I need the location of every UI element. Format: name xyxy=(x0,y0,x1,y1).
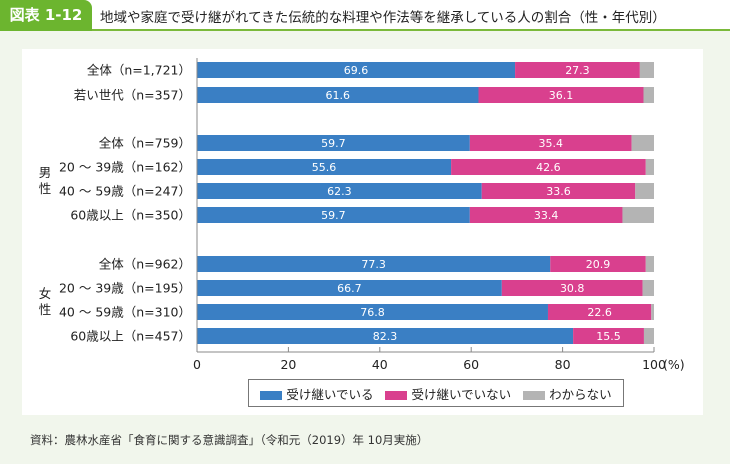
legend-swatch xyxy=(260,390,283,400)
category-label: 全体（n=962） xyxy=(99,257,191,272)
bar-segment xyxy=(197,256,551,272)
bar-segment xyxy=(481,183,636,199)
data-label: 82.3 xyxy=(373,330,398,343)
data-label: 33.6 xyxy=(546,185,571,198)
chart-panel xyxy=(22,49,703,415)
bar-segment xyxy=(197,135,470,151)
bar-segment xyxy=(197,207,470,223)
x-axis-unit: (%) xyxy=(663,357,685,372)
data-label: 77.3 xyxy=(361,258,386,271)
data-label: 42.6 xyxy=(536,161,561,174)
data-label: 27.3 xyxy=(565,64,590,77)
bar-segment xyxy=(642,280,654,296)
data-label: 30.8 xyxy=(560,282,585,295)
legend: 受け継いでいる 受け継いでいない わからない xyxy=(248,379,624,407)
legend-swatch xyxy=(385,390,408,400)
category-label: 全体（n=1,721） xyxy=(87,63,191,78)
data-label: 76.8 xyxy=(360,306,385,319)
category-label: 40 ～ 59歳（n=247） xyxy=(59,184,191,199)
x-tick-label: 80 xyxy=(555,357,571,372)
legend-label: 受け継いでいる xyxy=(286,386,374,402)
bar-segment xyxy=(197,159,452,175)
data-label: 20.9 xyxy=(586,258,611,271)
data-label: 36.1 xyxy=(549,89,574,102)
legend-swatch xyxy=(523,390,546,400)
category-label: 20 ～ 39歳（n=195） xyxy=(59,281,191,296)
source-note: 資料：農林水産省「食育に関する意識調査」（令和元（2019）年 10月実施） xyxy=(30,433,429,447)
group-label: 女 xyxy=(39,286,52,301)
bar-segment xyxy=(645,256,654,272)
bar-segment xyxy=(635,183,654,199)
bar-segment xyxy=(197,87,479,103)
legend-item-not-inherited: 受け継いでいない xyxy=(385,384,511,403)
data-label: 33.4 xyxy=(534,209,559,222)
bar-segment xyxy=(478,87,644,103)
data-label: 61.6 xyxy=(326,89,351,102)
data-label: 62.3 xyxy=(327,185,352,198)
legend-item-unknown: わからない xyxy=(523,384,612,403)
bar-segment xyxy=(643,328,654,344)
category-label: 若い世代（n=357） xyxy=(74,88,191,103)
figure-number: 図表 1-12 xyxy=(0,0,92,31)
bar-segment xyxy=(197,304,548,320)
bar-segment xyxy=(197,62,516,78)
data-label: 55.6 xyxy=(312,161,337,174)
chart-title: 地域や家庭で受け継がれてきた伝統的な料理や作法等を継承している人の割合（性・年代… xyxy=(100,10,666,26)
bar-segment xyxy=(451,159,646,175)
category-label: 40 ～ 59歳（n=310） xyxy=(59,305,191,320)
bar-segment xyxy=(515,62,640,78)
bar-segment xyxy=(573,328,644,344)
bar-segment xyxy=(639,62,654,78)
data-label: 66.7 xyxy=(337,282,362,295)
group-label: 男 xyxy=(39,165,52,180)
x-tick-label: 40 xyxy=(372,357,388,372)
category-label: 60歳以上（n=457） xyxy=(70,329,191,344)
bar-segment xyxy=(631,135,654,151)
bar-segment xyxy=(197,280,502,296)
bar-segment xyxy=(501,280,643,296)
bar-segment xyxy=(197,328,574,344)
bar-segment xyxy=(547,304,652,320)
data-label: 59.7 xyxy=(321,209,346,222)
bar-segment xyxy=(197,183,482,199)
category-label: 全体（n=759） xyxy=(99,136,191,151)
x-tick-label: 100 xyxy=(642,357,666,372)
category-label: 20 ～ 39歳（n=162） xyxy=(59,160,191,175)
data-label: 69.6 xyxy=(344,64,369,77)
bar-segment xyxy=(550,256,646,272)
header-rule xyxy=(0,29,730,31)
data-label: 15.5 xyxy=(596,330,621,343)
group-label: 性 xyxy=(39,181,52,196)
category-label: 60歳以上（n=350） xyxy=(70,208,191,223)
legend-label: わからない xyxy=(549,386,612,402)
bar-segment xyxy=(643,87,654,103)
data-label: 35.4 xyxy=(538,137,563,150)
x-tick-label: 0 xyxy=(193,357,201,372)
group-label: 性 xyxy=(39,302,52,317)
bar-segment xyxy=(645,159,654,175)
data-label: 59.7 xyxy=(321,137,346,150)
data-label: 22.6 xyxy=(587,306,612,319)
bar-segment xyxy=(469,207,623,223)
bar-segment xyxy=(651,304,654,320)
x-tick-label: 20 xyxy=(280,357,296,372)
x-tick-label: 60 xyxy=(463,357,479,372)
bar-segment xyxy=(622,207,654,223)
bar-segment xyxy=(469,135,632,151)
legend-label: 受け継いでいない xyxy=(411,386,512,402)
legend-item-inherited: 受け継いでいる xyxy=(260,384,373,403)
